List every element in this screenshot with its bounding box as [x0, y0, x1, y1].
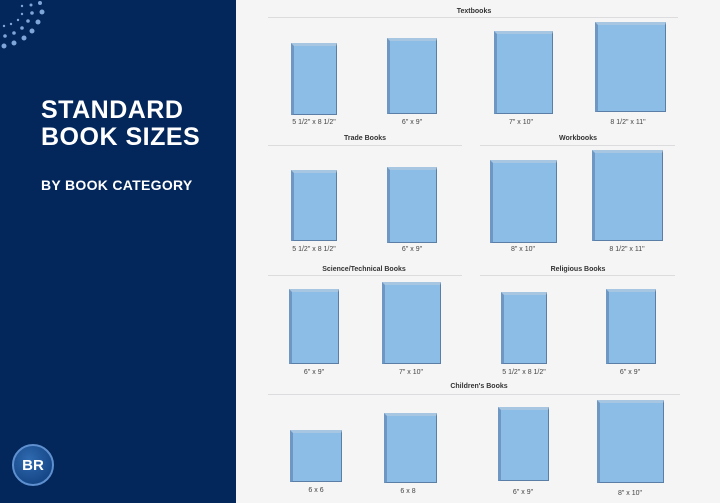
book-icon	[290, 430, 342, 482]
book-icon	[291, 43, 337, 115]
size-label: 8 1/2" x 11"	[610, 119, 646, 126]
page-subtitle: BY BOOK CATEGORY	[41, 177, 193, 193]
book-icon	[592, 150, 663, 241]
book-icon	[494, 31, 553, 114]
size-label: 5 1/2" x 8 1/2"	[502, 369, 546, 376]
book-icon	[291, 170, 337, 241]
size-label: 6 x 8	[400, 488, 416, 495]
divider	[268, 145, 462, 146]
book-icon	[387, 167, 437, 243]
book-icon	[387, 38, 437, 114]
size-label: 7" x 10"	[398, 369, 424, 376]
divider	[480, 275, 675, 276]
book-icon	[382, 282, 441, 364]
size-label: 8" x 10"	[617, 490, 643, 497]
br-logo: BR	[12, 444, 54, 486]
size-label: 7" x 10"	[508, 119, 534, 126]
page-title: STANDARD BOOK SIZES	[41, 97, 200, 151]
book-icon	[384, 413, 437, 483]
title-line-1: STANDARD	[41, 96, 184, 124]
size-label: 6" x 9"	[619, 369, 641, 376]
title-line-2: BOOK SIZES	[41, 123, 201, 151]
size-label: 5 1/2" x 8 1/2"	[292, 246, 336, 253]
book-icon	[501, 292, 547, 364]
book-icon	[289, 289, 339, 364]
section-title-religious-books: Religious Books	[550, 266, 606, 273]
size-label: 8" x 10"	[510, 246, 536, 253]
size-label: 6" x 9"	[401, 119, 423, 126]
section-title-childrens-books: Children's Books	[450, 383, 508, 390]
divider	[268, 394, 680, 395]
section-title-workbooks: Workbooks	[559, 135, 597, 142]
book-icon	[595, 22, 666, 112]
section-title-textbooks: Textbooks	[456, 8, 492, 15]
size-label: 8 1/2" x 11"	[609, 246, 645, 253]
size-label: 6 x 6	[308, 487, 324, 494]
size-label: 6" x 9"	[303, 369, 325, 376]
dot-burst-decoration	[1, 1, 45, 49]
size-label: 6" x 9"	[401, 246, 423, 253]
section-title-trade-books: Trade Books	[343, 135, 387, 142]
book-icon	[597, 400, 664, 483]
logo-text: BR	[22, 456, 44, 474]
book-icon	[490, 160, 557, 243]
divider	[268, 275, 462, 276]
section-title-science-technical-books: Science/Technical Books	[322, 266, 406, 273]
book-icon	[498, 407, 549, 481]
divider	[268, 17, 678, 18]
size-label: 6" x 9"	[512, 489, 534, 496]
title-panel: STANDARD BOOK SIZES BY BOOK CATEGORY BR	[0, 0, 236, 503]
divider	[480, 145, 675, 146]
size-label: 5 1/2" x 8 1/2"	[292, 119, 336, 126]
book-icon	[606, 289, 656, 364]
